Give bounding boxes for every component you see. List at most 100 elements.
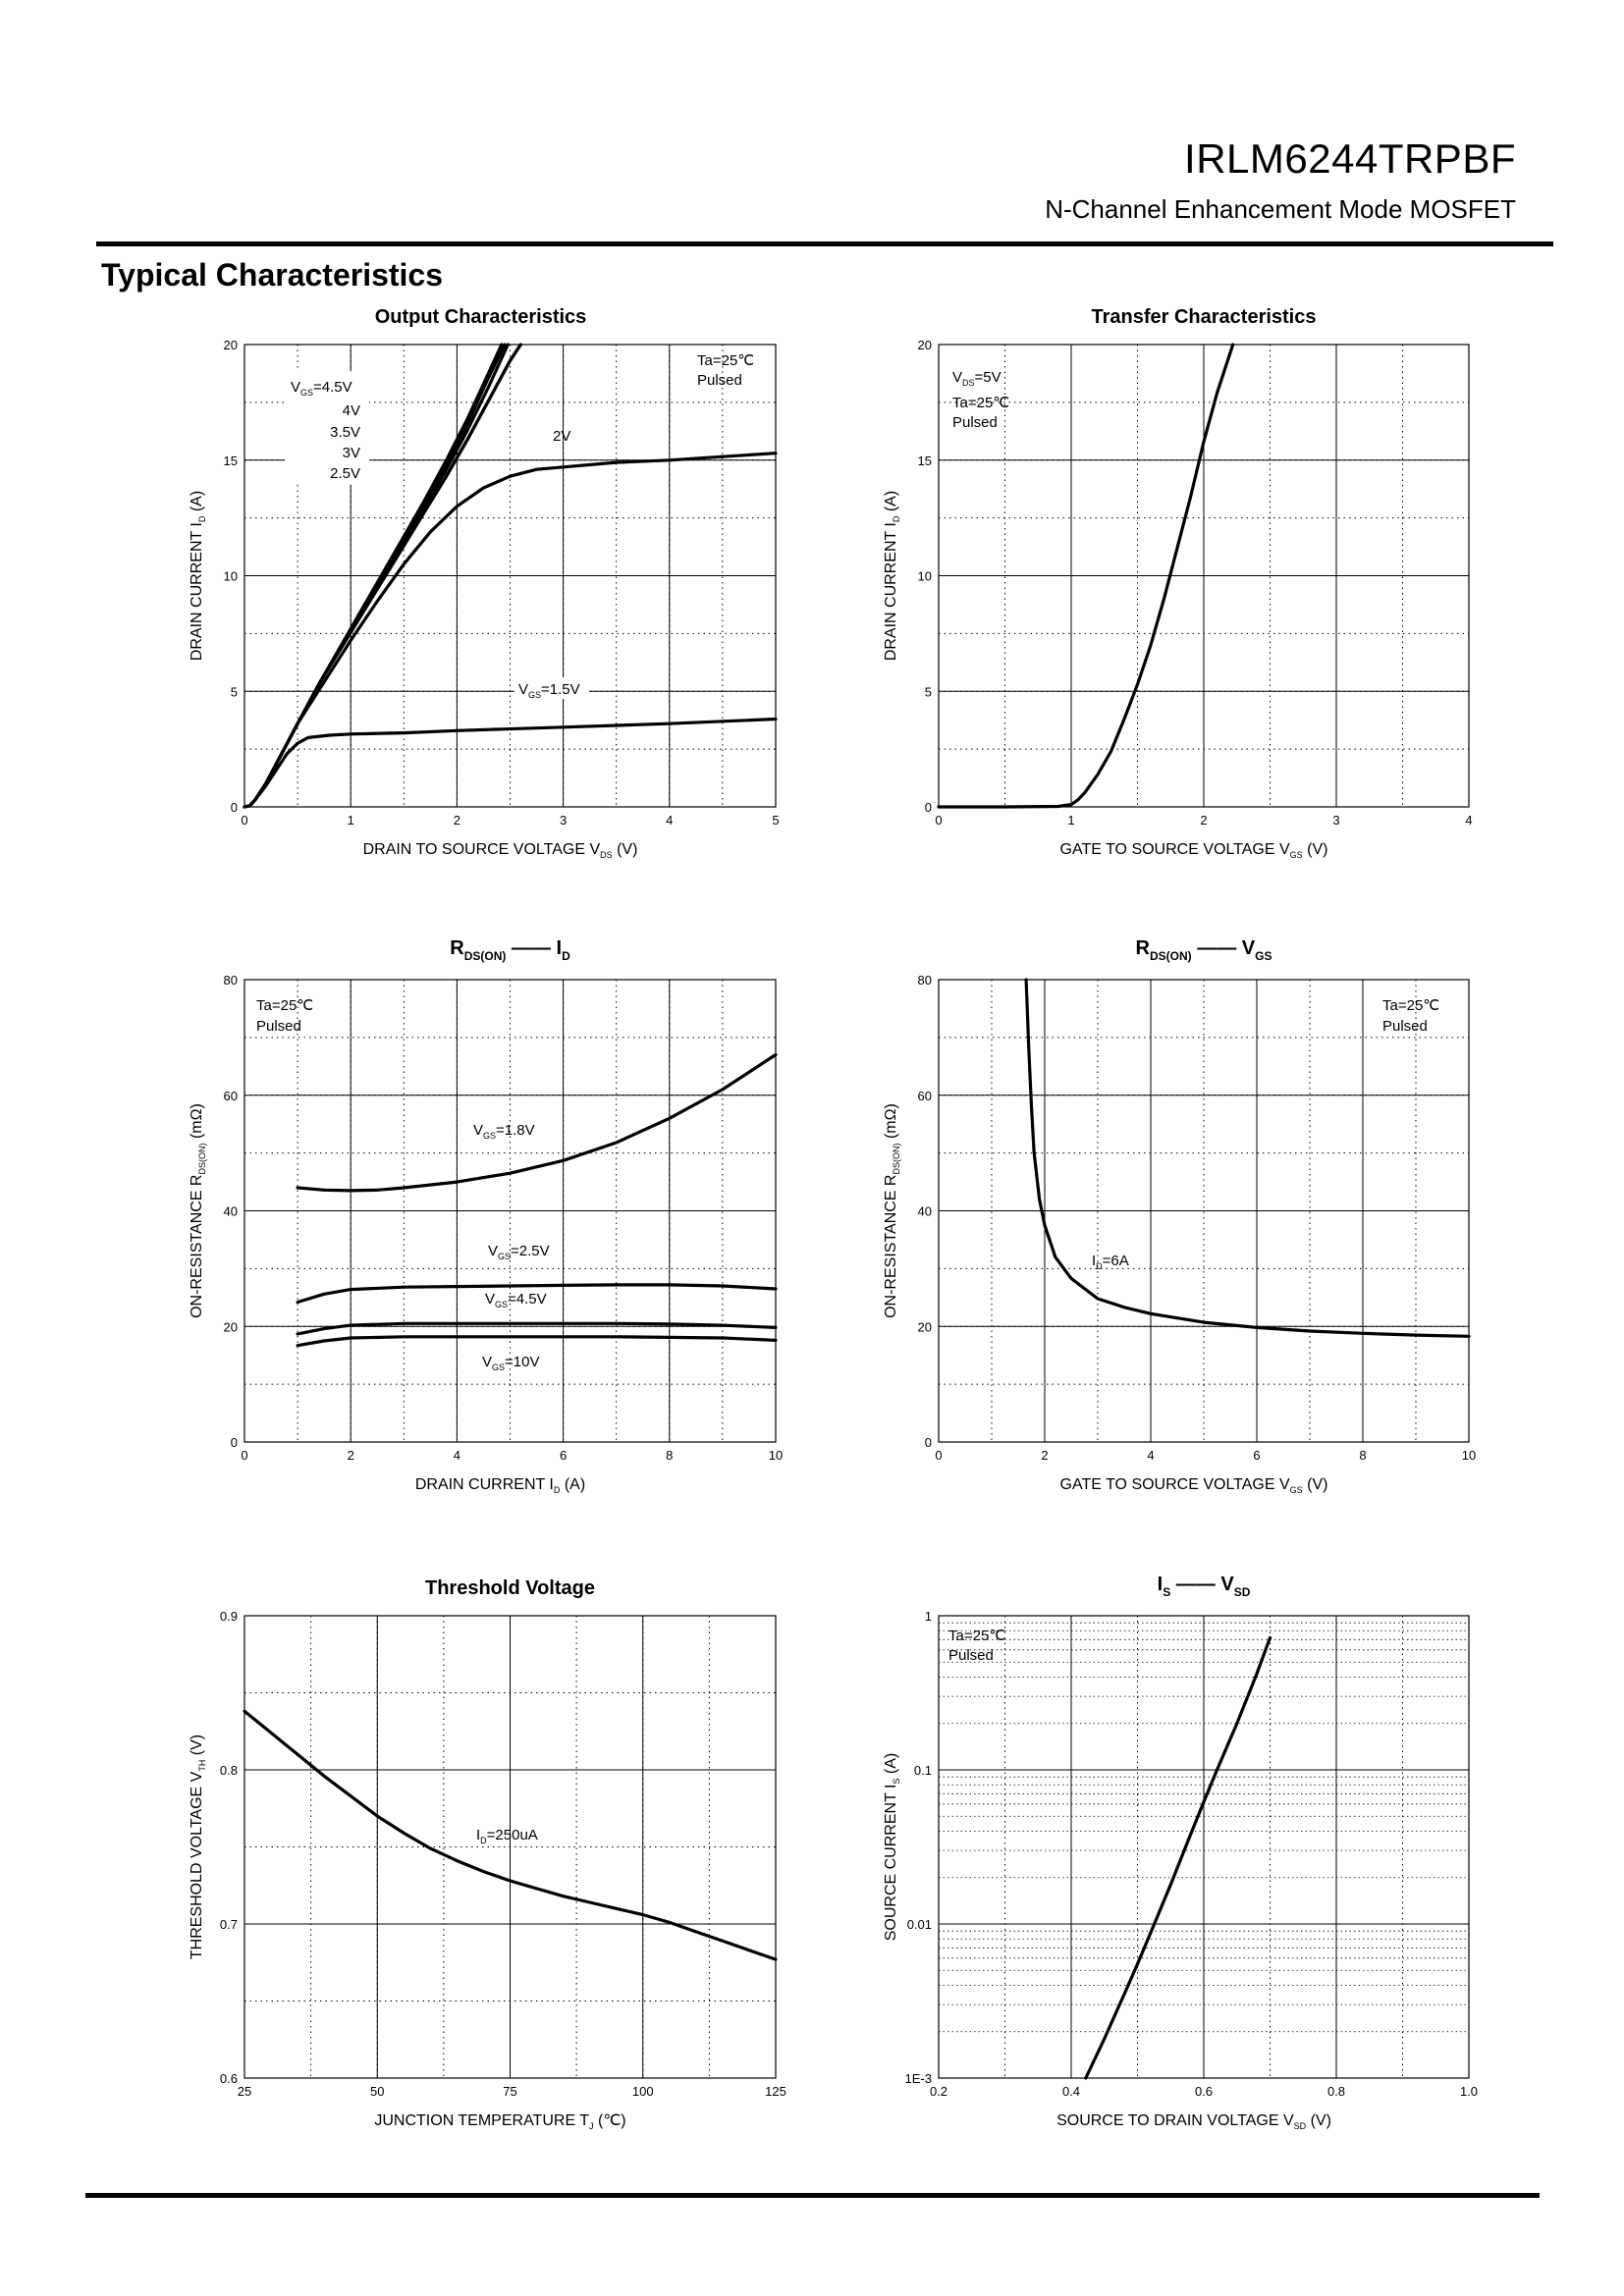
footer-rule: [85, 2193, 1540, 2198]
condition-pulsed: Pulsed: [952, 414, 998, 431]
chart-vth: 25 50 75 100 125 0.6 0.7 0.8 0.9 Threshold Voltag…: [189, 1577, 786, 2131]
y-axis-label: DRAIN CURRENT ID (A): [189, 491, 207, 661]
plot-frame: [938, 979, 1470, 1443]
series-line-vgs-2-5v: [296, 1283, 778, 1305]
chart-title: Transfer Characteristics: [1091, 306, 1316, 328]
x-axis-label: GATE TO SOURCE VOLTAGE VGS (V): [1060, 841, 1328, 860]
series-line-is: [1084, 1635, 1272, 2080]
x-tick-label: 0: [241, 1448, 247, 1463]
x-tick-label: 2: [454, 813, 460, 828]
x-tick-label: 1.0: [1460, 2084, 1478, 2099]
chart-rds_vgs: 0 2 4 6 8 10 0 20 40 60 80 RDS(ON) —— VGS GATE TO SO…: [883, 937, 1476, 1495]
x-tick-label: 10: [1462, 1448, 1476, 1463]
x-tick-label: 2: [348, 1448, 354, 1463]
x-tick-label: 50: [370, 2084, 384, 2099]
x-tick-label: 75: [503, 2084, 516, 2099]
y-tick-label: 15: [918, 454, 932, 468]
series-line-vgs-4-5v: [296, 1321, 778, 1336]
y-tick-label: 0.1: [914, 1763, 932, 1778]
series-label-vgs-2-5v: VGS=2.5V: [488, 1243, 550, 1261]
y-axis-label: DRAIN CURRENT ID (A): [883, 491, 901, 661]
condition-pulsed: Pulsed: [948, 1647, 994, 1664]
series-label-vgs-4-5v: VGS=4.5V: [485, 1291, 547, 1309]
x-axis-label: JUNCTION TEMPERATURE TJ (℃): [374, 2112, 625, 2131]
y-tick-label: 0: [925, 800, 932, 815]
series-label-vgs-10v: VGS=10V: [482, 1354, 539, 1372]
y-axis-label: ON-RESISTANCE RDS(ON) (mΩ): [883, 1103, 901, 1318]
y-axis-label: THRESHOLD VOLTAGE VTH (V): [189, 1735, 207, 1959]
series-label-2v: 2V: [553, 428, 570, 445]
condition-pulsed: Pulsed: [256, 1018, 301, 1035]
chart-rds_id: 0 2 4 6 8 10 0 20 40 60 80 RDS(ON) —— ID DRAIN CURRE…: [189, 937, 783, 1495]
y-tick-label: 5: [925, 684, 932, 699]
legend-entry-4v: 4V: [343, 402, 360, 419]
x-tick-label: 0.4: [1062, 2084, 1080, 2099]
condition-temp: Ta=25℃: [952, 395, 1009, 411]
y-tick-label: 20: [918, 338, 932, 352]
condition-temp: Ta=25℃: [1382, 997, 1439, 1014]
series-line-vgs-1-8v: [296, 1052, 778, 1193]
y-tick-label: 60: [224, 1089, 238, 1103]
label-background: [514, 677, 589, 699]
y-tick-label: 0: [925, 1435, 932, 1450]
plot-frame: [244, 979, 777, 1443]
series-label-vgs-1-8v: VGS=1.8V: [473, 1122, 535, 1141]
series-label-id-6a: ID=6A: [1092, 1253, 1129, 1271]
x-axis-label: GATE TO SOURCE VOLTAGE VGS (V): [1060, 1476, 1328, 1495]
y-tick-label: 0.8: [220, 1763, 238, 1778]
chart-title: RDS(ON) —— VGS: [1136, 937, 1272, 963]
y-tick-label: 60: [918, 1089, 932, 1103]
chart-output: 0 1 2 3 4 5 0 5 10 15 20 Output Characteristics DRAI…: [189, 306, 780, 860]
x-axis-label: DRAIN CURRENT ID (A): [415, 1476, 585, 1495]
y-tick-label: 80: [224, 973, 238, 988]
condition-temp: Ta=25℃: [697, 352, 754, 369]
series-label-id-250ua: ID=250uA: [476, 1827, 538, 1845]
series-line-id-6a: [1024, 978, 1471, 1338]
condition-temp: Ta=25℃: [256, 997, 313, 1014]
x-tick-label: 4: [454, 1448, 460, 1463]
x-tick-label: 1: [348, 813, 354, 828]
x-tick-label: 5: [772, 813, 779, 828]
condition-vds: VDS=5V: [952, 369, 1001, 388]
condition-pulsed: Pulsed: [697, 372, 742, 389]
y-tick-label: 10: [918, 569, 932, 584]
series-line-2v: [243, 452, 778, 809]
y-tick-label: 0.7: [220, 1917, 238, 1932]
chart-is_vsd: 0.2 0.4 0.6 0.8 1.0 1E-3 0.01 0.1 1 IS —— VSD SOUR…: [883, 1574, 1478, 2131]
x-tick-label: 4: [666, 813, 673, 828]
y-tick-label: 20: [224, 1319, 238, 1334]
y-tick-label: 40: [224, 1204, 238, 1219]
part-number: IRLM6244TRPBF: [1184, 135, 1516, 182]
x-tick-label: 10: [769, 1448, 783, 1463]
chart-title: IS —— VSD: [1158, 1574, 1251, 1599]
y-tick-label: 0.9: [220, 1609, 238, 1624]
part-subtitle: N-Channel Enhancement Mode MOSFET: [1045, 194, 1516, 224]
x-tick-label: 0.2: [930, 2084, 947, 2099]
x-axis-label: SOURCE TO DRAIN VOLTAGE VSD (V): [1056, 2112, 1331, 2131]
x-tick-label: 4: [1465, 813, 1472, 828]
condition-pulsed: Pulsed: [1382, 1018, 1428, 1035]
x-tick-label: 3: [1332, 813, 1339, 828]
x-tick-label: 0: [935, 813, 942, 828]
plot-frame: [938, 1615, 1470, 2079]
x-tick-label: 4: [1147, 1448, 1154, 1463]
section-title: Typical Characteristics: [101, 257, 444, 293]
y-tick-label: 80: [918, 973, 932, 988]
legend-entry-2-5v: 2.5V: [330, 465, 360, 482]
legend-background: [285, 371, 369, 485]
header-rule: [96, 241, 1553, 246]
y-tick-label: 5: [231, 684, 238, 699]
y-tick-label: 1E-3: [905, 2071, 932, 2086]
y-tick-label: 20: [224, 338, 238, 352]
x-tick-label: 100: [632, 2084, 654, 2099]
y-tick-label: 20: [918, 1319, 932, 1334]
series-line-1-5v: [243, 717, 778, 809]
x-tick-label: 25: [238, 2084, 251, 2099]
legend-entry-3v: 3V: [343, 445, 360, 461]
chart-title: Output Characteristics: [375, 306, 587, 328]
series-line-vgs-10v: [296, 1335, 778, 1348]
x-tick-label: 2: [1041, 1448, 1048, 1463]
x-tick-label: 6: [1253, 1448, 1260, 1463]
x-tick-label: 6: [560, 1448, 567, 1463]
